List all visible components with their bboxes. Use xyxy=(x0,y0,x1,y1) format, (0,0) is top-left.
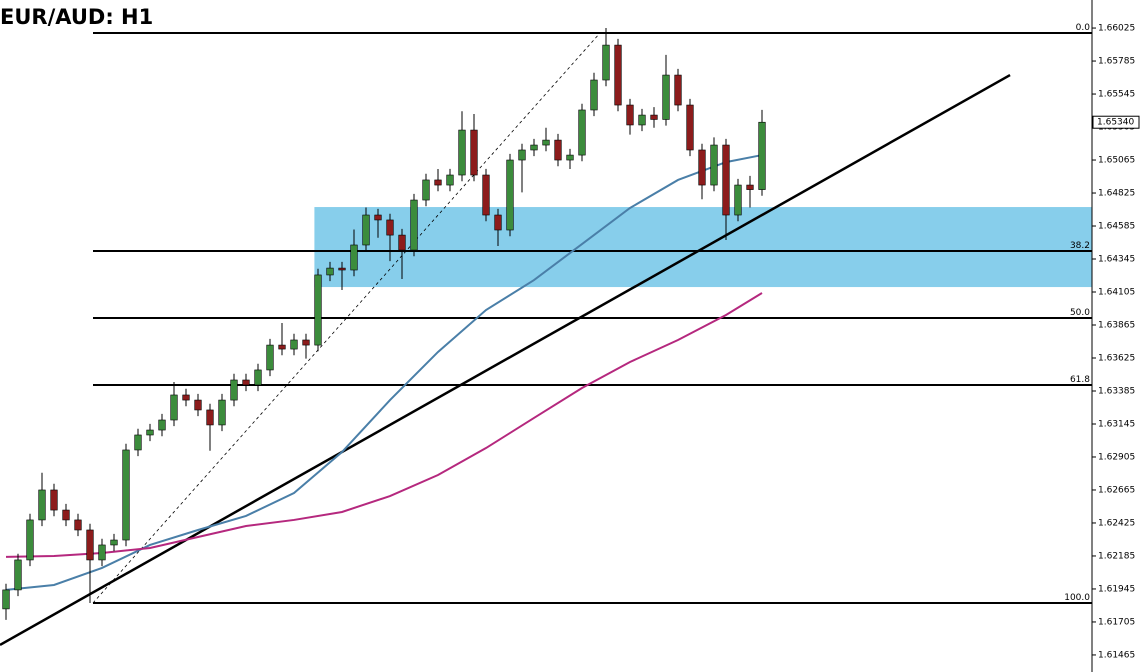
candle-body xyxy=(230,379,238,401)
candle-body xyxy=(326,267,334,276)
candle-body xyxy=(182,394,190,401)
y-tick-label: 1.64105 xyxy=(1098,288,1135,298)
y-tick-label: 1.63145 xyxy=(1098,419,1135,429)
candle-body xyxy=(38,489,46,521)
candle-body xyxy=(74,519,82,531)
candle-body xyxy=(50,489,58,511)
candle-body xyxy=(290,339,298,350)
candle-body xyxy=(470,129,478,176)
trendline xyxy=(0,73,1011,647)
moving-average xyxy=(5,154,763,591)
candle-body xyxy=(518,149,526,161)
candle-body xyxy=(698,149,706,186)
y-tick-label: 1.63865 xyxy=(1098,321,1135,331)
chart-title: EUR/AUD: H1 xyxy=(0,5,153,29)
candle-body xyxy=(686,104,694,151)
candle-body xyxy=(398,234,406,251)
candle-body xyxy=(578,109,586,156)
y-tick-label: 1.65065 xyxy=(1098,156,1135,166)
candle-body xyxy=(758,121,766,190)
candle-body xyxy=(218,399,226,426)
current-price-box xyxy=(1092,115,1140,129)
candle-body xyxy=(122,449,130,541)
candle-body xyxy=(98,544,106,561)
fib-level-label: 100.0 xyxy=(1064,593,1090,603)
y-tick-label: 1.65545 xyxy=(1098,90,1135,100)
y-tick-label: 1.63385 xyxy=(1098,386,1135,396)
y-tick-label: 1.64825 xyxy=(1098,189,1135,199)
candle-body xyxy=(626,104,634,126)
candle-body xyxy=(254,369,262,386)
candle-body xyxy=(170,394,178,421)
candle-body xyxy=(314,274,322,346)
candle-body xyxy=(206,409,214,426)
candle-body xyxy=(542,139,550,146)
fib-level-label: 0.0 xyxy=(1076,23,1091,33)
current-price-label: 1.65340 xyxy=(1097,118,1134,128)
candle-body xyxy=(710,144,718,186)
candle-body xyxy=(410,199,418,251)
y-tick-label: 1.62425 xyxy=(1098,518,1135,528)
candle-body xyxy=(614,44,622,106)
fib-level-label: 38.2 xyxy=(1070,241,1090,251)
candle-body xyxy=(482,174,490,216)
candle-body xyxy=(446,174,454,186)
y-tick-label: 1.61705 xyxy=(1098,617,1135,627)
candle-body xyxy=(110,539,118,546)
y-tick-label: 1.62665 xyxy=(1098,485,1135,495)
candle-body xyxy=(26,519,34,561)
y-tick-label: 1.65785 xyxy=(1098,57,1135,67)
fib-level-label: 61.8 xyxy=(1070,375,1090,385)
y-tick-label: 1.61945 xyxy=(1098,584,1135,594)
candle-body xyxy=(674,74,682,106)
fib-swing-line xyxy=(92,32,601,604)
candle-body xyxy=(338,267,346,271)
fib-level-label: 50.0 xyxy=(1070,308,1090,318)
plot-area: 0.0 38.2 50.0 61.8 100.0 xyxy=(0,23,1092,647)
candle-body xyxy=(494,214,502,231)
candle-body xyxy=(266,344,274,371)
y-tick-label: 1.63625 xyxy=(1098,353,1135,363)
candle-body xyxy=(434,179,442,186)
candle-body xyxy=(350,244,358,271)
candle-body xyxy=(242,379,250,386)
candle-body xyxy=(362,214,370,246)
candle-body xyxy=(662,74,670,120)
candle-body xyxy=(638,114,646,126)
y-tick-label: 1.62185 xyxy=(1098,551,1135,561)
candle-body xyxy=(602,44,610,81)
candle-body xyxy=(458,129,466,176)
candle-body xyxy=(734,184,742,216)
candle-body xyxy=(302,339,310,346)
candle-body xyxy=(746,184,754,190)
y-tick-label: 1.64345 xyxy=(1098,255,1135,265)
candle-body xyxy=(530,144,538,151)
y-tick-label: 1.64585 xyxy=(1098,222,1135,232)
candle-body xyxy=(158,419,166,431)
candle-body xyxy=(554,139,562,161)
candle-body xyxy=(2,589,10,610)
candle-body xyxy=(146,429,154,436)
candle-body xyxy=(650,114,658,120)
candle-body xyxy=(506,159,514,231)
candle-body xyxy=(722,144,730,216)
candle-body xyxy=(278,344,286,350)
candle-body xyxy=(566,154,574,161)
candle-body xyxy=(590,79,598,111)
candle-body xyxy=(422,179,430,201)
candle-body xyxy=(374,214,382,221)
candle-body xyxy=(386,219,394,236)
candle-body xyxy=(194,399,202,411)
candle-body xyxy=(86,529,94,561)
candle-body xyxy=(62,509,70,521)
candle-body xyxy=(134,434,142,451)
y-tick-label: 1.62905 xyxy=(1098,452,1135,462)
y-tick-label: 1.66025 xyxy=(1098,24,1135,34)
candle-body xyxy=(14,559,22,591)
moving-average xyxy=(5,292,763,558)
y-tick-label: 1.61465 xyxy=(1098,650,1135,660)
